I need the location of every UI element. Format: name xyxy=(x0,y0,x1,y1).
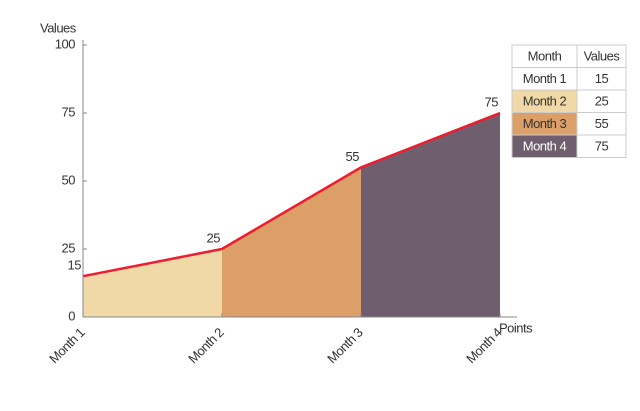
area-segment xyxy=(361,113,500,317)
y-tick-label: 75 xyxy=(62,104,76,119)
table-header: Values xyxy=(584,49,621,64)
table-value: 15 xyxy=(595,71,609,86)
data-label: 75 xyxy=(485,94,499,109)
data-label: 25 xyxy=(207,230,221,245)
data-table: Month Values Month 1 15 Month 2 25 Month 3 55 Mo… xyxy=(511,44,627,158)
table-cell xyxy=(576,134,627,158)
x-tick-label: Month 1 xyxy=(46,325,88,367)
data-label: 55 xyxy=(346,149,360,164)
y-tick-label: 0 xyxy=(68,308,75,323)
table-header: Month xyxy=(528,49,562,64)
table-month: Month 3 xyxy=(523,116,567,131)
area-segment xyxy=(83,249,222,317)
data-label: 15 xyxy=(68,258,82,273)
table-month: Month 2 xyxy=(523,94,567,109)
table-month: Month 1 xyxy=(523,71,567,86)
y-tick-label: 100 xyxy=(55,36,75,51)
area-segment xyxy=(222,167,361,317)
table-value: 25 xyxy=(595,94,609,109)
x-axis-label: Points xyxy=(499,320,533,335)
y-tick-label: 50 xyxy=(62,172,76,187)
table-month: Month 4 xyxy=(523,139,567,154)
table-value: 75 xyxy=(595,139,609,154)
x-tick-label: Month 2 xyxy=(185,325,227,367)
x-tick-label: Month 3 xyxy=(324,325,366,367)
x-tick-label: Month 4 xyxy=(463,325,505,367)
y-tick-label: 25 xyxy=(62,240,76,255)
table-value: 55 xyxy=(595,116,609,131)
line xyxy=(82,111,501,278)
y-axis-label: Values xyxy=(40,20,77,35)
